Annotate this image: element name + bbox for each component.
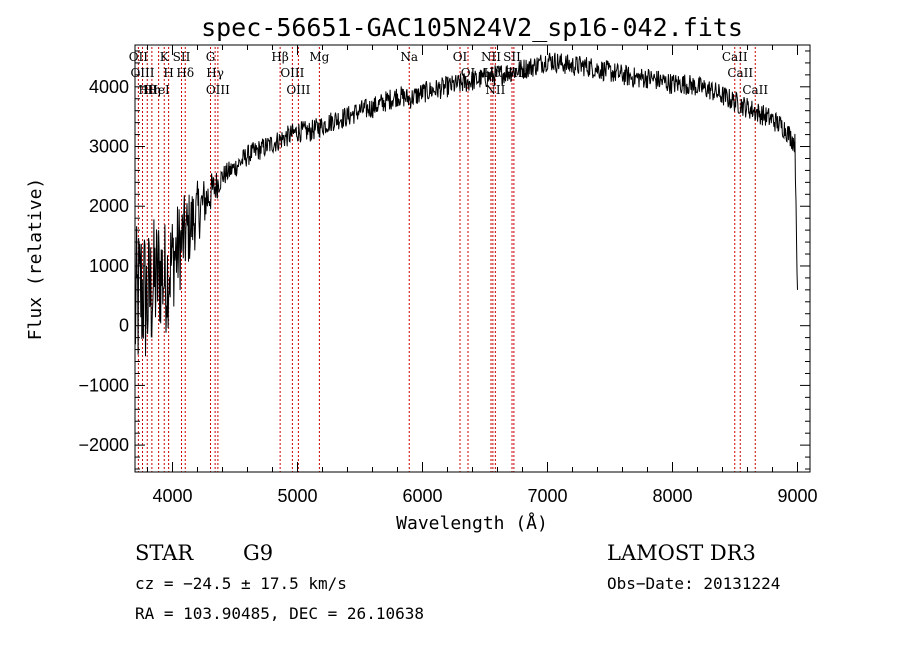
spectrum-line	[134, 52, 798, 357]
redshift-info: cz = −24.5 ± 17.5 km/s	[135, 574, 347, 593]
coordinates: RA = 103.90485, DEC = 26.10638	[135, 604, 424, 623]
emission-line-label: CaII	[727, 66, 753, 80]
emission-line-label: Hη	[143, 83, 161, 97]
emission-line-label: OII	[129, 50, 149, 64]
emission-line-label: Mg	[309, 50, 329, 64]
y-tick-label: 4000	[89, 77, 129, 97]
plot-frame	[134, 44, 811, 473]
object-class: STAR	[135, 541, 194, 565]
emission-line-label: OI	[453, 50, 468, 64]
emission-line-label: CaII	[722, 50, 748, 64]
emission-line-label: G	[206, 50, 216, 64]
x-tick-label: 7000	[527, 486, 567, 506]
emission-line-label: Hβ	[271, 50, 288, 64]
emission-line-label: OIII	[280, 66, 304, 80]
observation-date: Obs−Date: 20131224	[607, 574, 780, 593]
emission-line-label: CaII	[742, 83, 768, 97]
x-tick-label: 5000	[277, 486, 317, 506]
emission-line-label: OIII	[286, 83, 310, 97]
survey-release: LAMOST DR3	[607, 541, 756, 565]
plot-area	[134, 52, 798, 357]
x-tick-label: 6000	[402, 486, 442, 506]
emission-line-label: H	[163, 66, 173, 80]
emission-line-label: OIII	[130, 66, 154, 80]
emission-line-labels: OIIOIIIHθHηHeIKHSIIHδGHγOIIIHβOIIIOIIIMg…	[129, 50, 769, 97]
y-tick-label: −2000	[78, 435, 129, 455]
emission-line-label: OIII	[206, 83, 230, 97]
y-tick-label: 1000	[89, 256, 129, 276]
y-axis-ticks: −2000 −1000 0 1000 2000 3000 4000	[78, 50, 810, 470]
x-axis-label: Wavelength (Å)	[396, 512, 548, 534]
y-axis-label: Flux (relative)	[25, 178, 46, 341]
x-tick-label: 4000	[152, 486, 192, 506]
x-tick-label: 8000	[652, 486, 692, 506]
emission-line-label: SII	[173, 50, 191, 64]
y-tick-label: 2000	[89, 196, 129, 216]
emission-line-label: NII	[481, 50, 501, 64]
x-axis-ticks: 4000 5000 6000 7000 8000 9000	[147, 45, 818, 506]
emission-line-label: K	[160, 50, 170, 64]
x-tick-label: 9000	[777, 486, 817, 506]
emission-line-label: NII	[485, 83, 505, 97]
emission-line-label: SII	[503, 50, 521, 64]
emission-lines	[137, 47, 756, 472]
emission-line-label: Hγ	[206, 66, 224, 80]
emission-line-label: Hδ	[176, 66, 194, 80]
y-tick-label: −1000	[78, 375, 129, 395]
emission-line-label: HeI	[147, 83, 170, 97]
chart-title: spec-56651-GAC105N24V2_sp16-042.fits	[201, 13, 743, 42]
y-tick-label: 0	[119, 316, 129, 336]
y-tick-label: 3000	[89, 137, 129, 157]
object-subclass: G9	[243, 541, 273, 565]
emission-line-label: Na	[400, 50, 418, 64]
